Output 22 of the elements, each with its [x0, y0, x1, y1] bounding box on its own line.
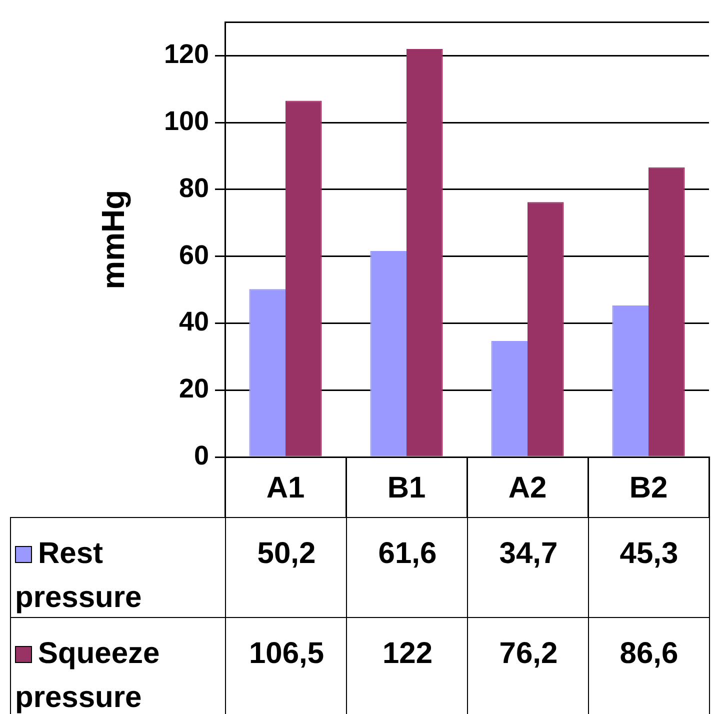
y-axis-title: mmHg: [95, 190, 132, 290]
y-tick-label: 120: [164, 39, 209, 70]
x-tick-label: A1: [266, 471, 305, 504]
data-label: 34,7: [467, 517, 589, 618]
data-label: 86,6: [588, 617, 710, 714]
y-tick-label: 100: [164, 106, 209, 136]
y-tick-label: 20: [178, 374, 209, 404]
data-label: 50,2: [225, 517, 347, 618]
data-label: 122: [346, 617, 468, 714]
data-label: 45,3: [588, 517, 710, 618]
x-tick-label: B2: [629, 471, 668, 504]
data-label: 76,2: [467, 617, 589, 714]
y-tick-label: 60: [178, 240, 209, 270]
x-tick-label: B1: [387, 471, 426, 504]
data-label: 106,5: [225, 617, 347, 714]
y-tick-label: 0: [194, 440, 209, 470]
legend-label: Rest pressure: [15, 537, 142, 614]
x-tick-label: A2: [508, 471, 547, 504]
data-label: 61,6: [346, 517, 468, 618]
y-tick-label: 40: [178, 306, 209, 337]
y-tick-label: 80: [178, 172, 209, 203]
legend-label: Squeeze pressure: [15, 637, 160, 714]
